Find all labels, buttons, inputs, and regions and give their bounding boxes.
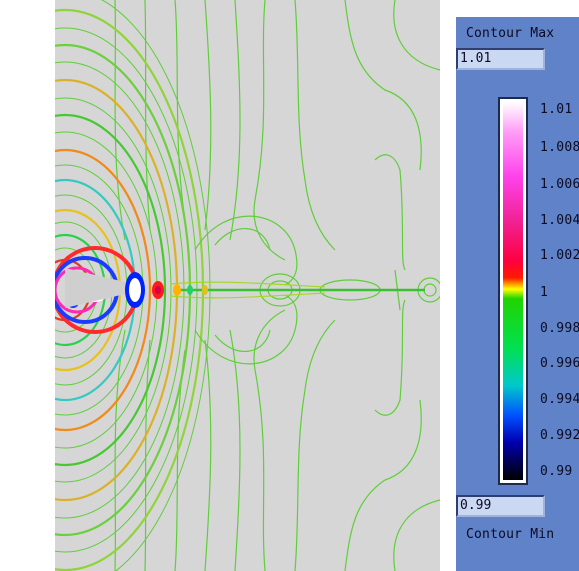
contour-field <box>55 0 440 571</box>
tick-label: 1 <box>540 285 549 300</box>
tick-label: 1.008 <box>540 140 579 155</box>
tick-label: 0.99 <box>540 464 573 479</box>
contour-max-field[interactable]: 1.01 <box>456 48 545 70</box>
colorbar-gradient <box>503 102 523 480</box>
tick-label: 0.992 <box>540 428 579 443</box>
contour-min-label: Contour Min <box>466 527 555 542</box>
tick-label: 1.01 <box>540 102 573 117</box>
contour-plot[interactable] <box>55 0 440 571</box>
tick-label: 1.004 <box>540 213 579 228</box>
contour-min-field[interactable]: 0.99 <box>456 495 545 517</box>
body-cone-icon <box>65 268 125 308</box>
tick-label: 0.998 <box>540 321 579 336</box>
tick-label: 1.006 <box>540 177 579 192</box>
tick-label: 0.996 <box>540 356 579 371</box>
contour-panel: Contour Max 1.01 1.01 1.008 1.006 1.004 … <box>456 17 579 571</box>
contour-max-label: Contour Max <box>466 26 555 41</box>
tick-label: 1.002 <box>540 248 579 263</box>
colorbar <box>498 97 528 485</box>
tick-label: 0.994 <box>540 392 579 407</box>
